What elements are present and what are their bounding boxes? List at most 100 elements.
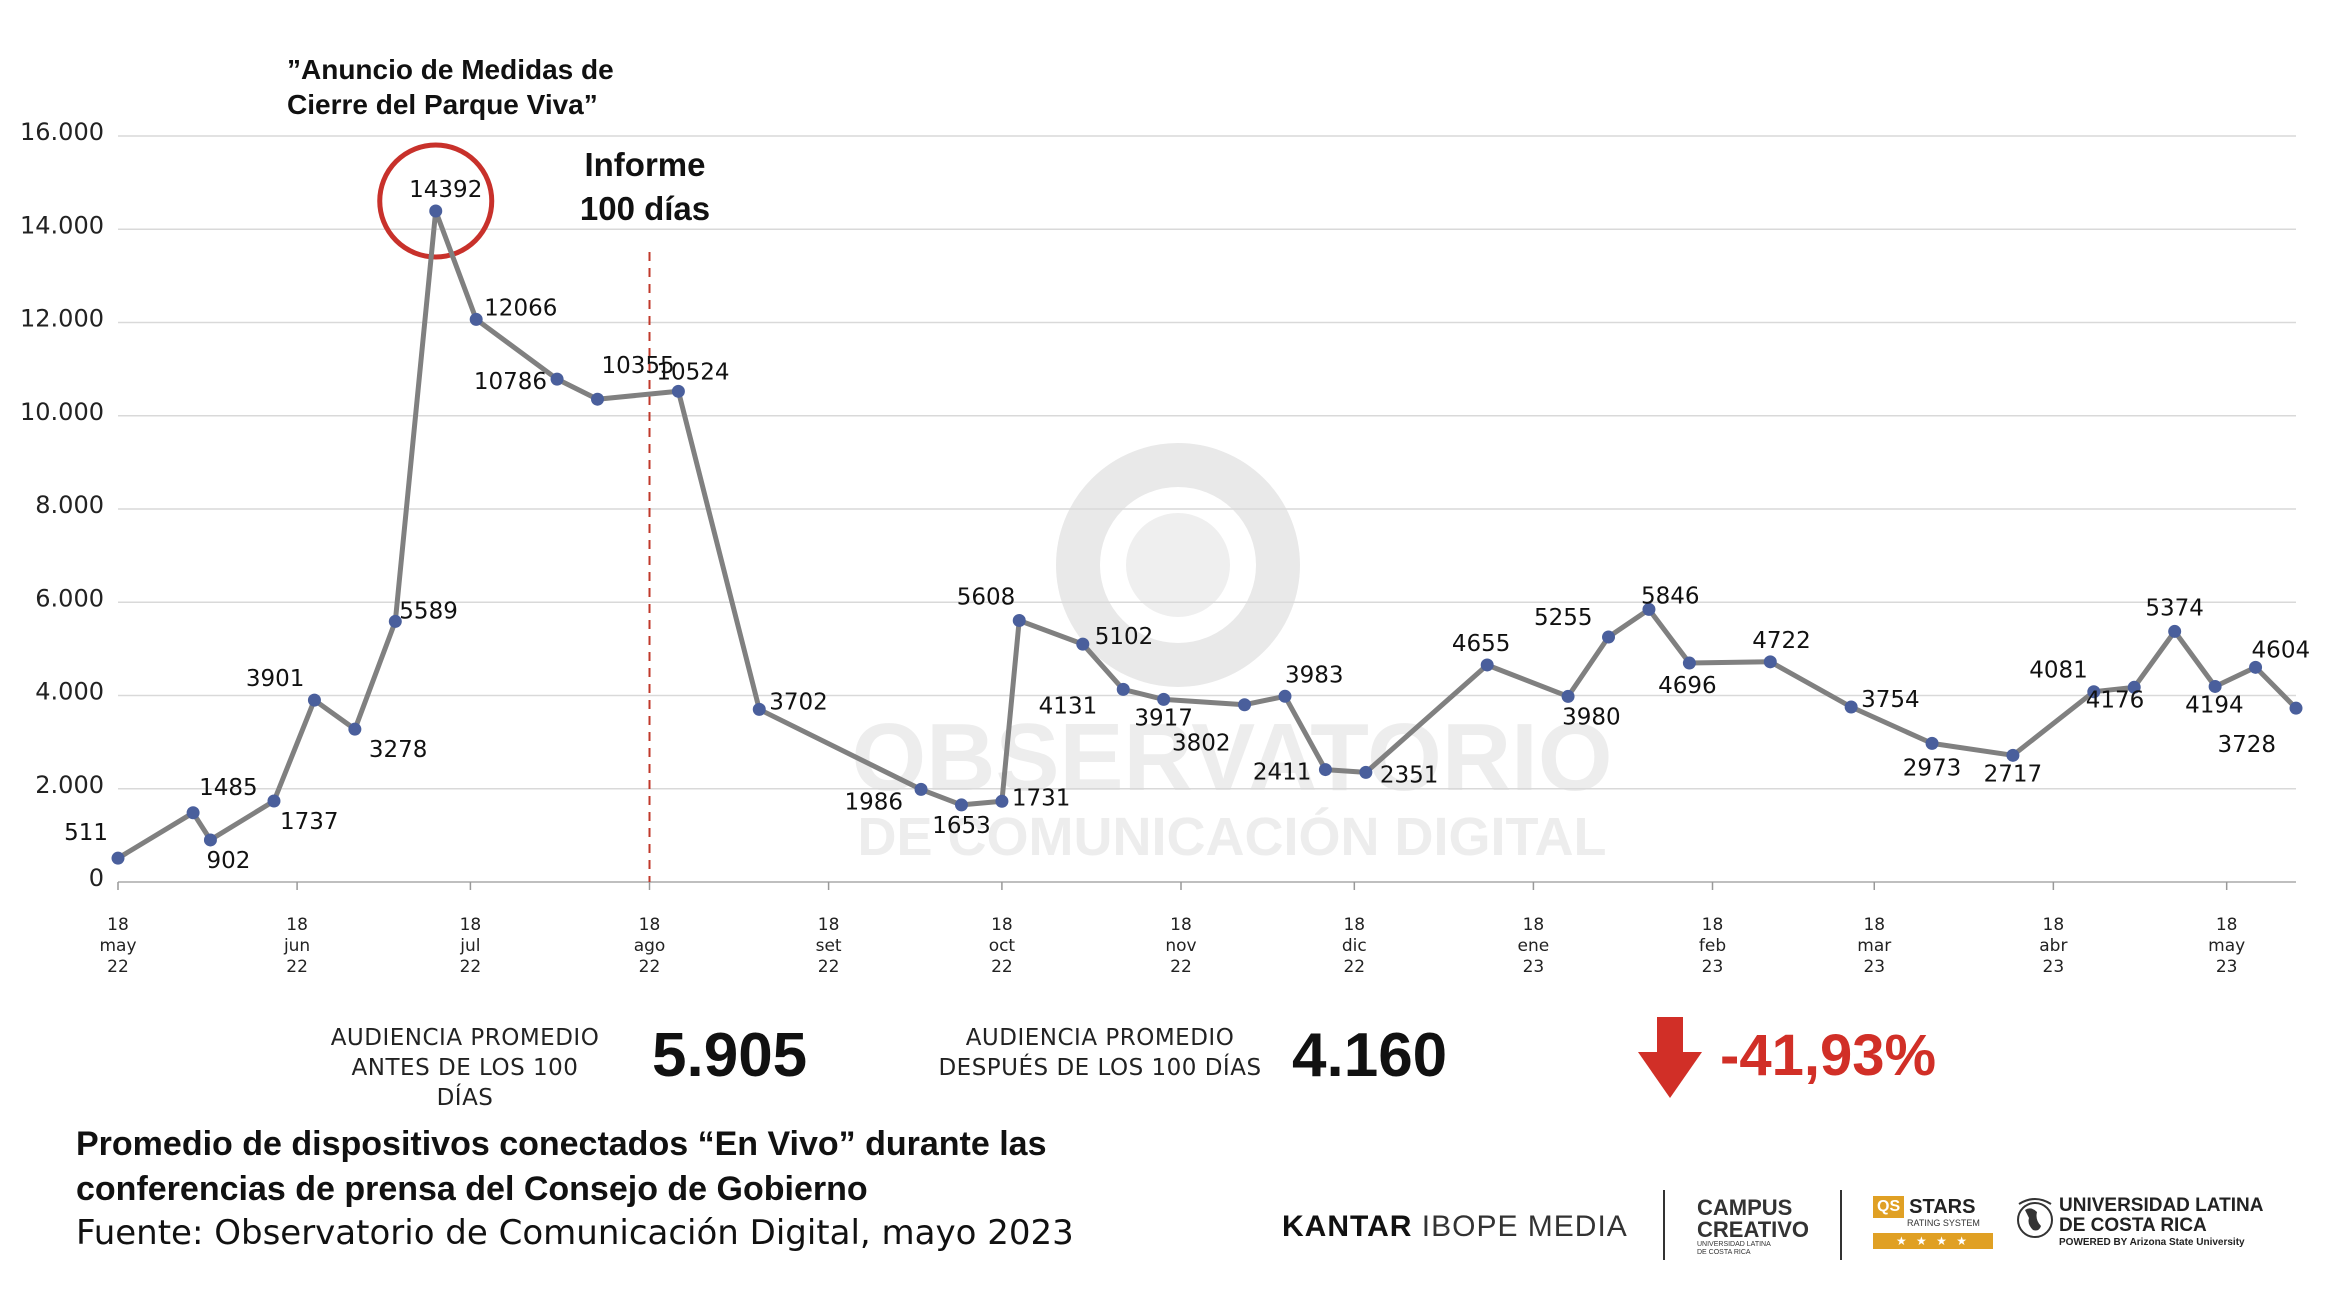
kantar-logo-bold: KANTAR [1282,1210,1413,1243]
campus-logo-line1: CAMPUS [1697,1195,1793,1220]
data-point [111,851,125,865]
x-tick-label: nov [1165,936,1196,956]
x-tick-label: 22 [1343,957,1365,977]
after-label: AUDIENCIA PROMEDIO DESPUÉS DE LOS 100 DÍ… [930,1023,1270,1083]
y-tick-label: 4.000 [35,678,104,706]
data-point [388,614,402,628]
x-tick-label: jul [459,936,480,956]
data-point [1359,765,1373,779]
before-label-line1: AUDIENCIA PROMEDIO [330,1025,600,1051]
campus-creativo-logo: CAMPUS CREATIVO UNIVERSIDAD LATINA DE CO… [1697,1197,1817,1257]
x-tick-label: 18 [1343,915,1365,935]
data-point [1642,602,1656,616]
data-label: 1731 [1012,785,1071,811]
data-label: 10786 [474,369,547,395]
data-label: 5255 [1534,605,1593,631]
x-tick-label: jun [283,936,310,956]
x-tick-label: 18 [2043,915,2065,935]
peak-annotation-line1: ”Anuncio de Medidas de [287,54,614,85]
data-label: 3278 [369,737,428,763]
watermark-line1: OBSERVATORIO [851,704,1612,811]
y-tick-label: 14.000 [20,211,104,239]
kantar-logo-light: IBOPE MEDIA [1412,1210,1628,1243]
campus-logo-sub2: DE COSTA RICA [1697,1249,1751,1256]
x-tick-label: 18 [818,915,840,935]
data-point [2006,748,2020,762]
data-label: 10355 [602,353,675,379]
data-point [307,693,321,707]
x-tick-label: 22 [991,957,1013,977]
x-tick-label: 18 [107,915,129,935]
y-tick-label: 16.000 [20,118,104,146]
ulatina-logo-line2: DE COSTA RICA [2059,1215,2207,1236]
data-point [469,312,483,326]
x-tick-label: 23 [1523,957,1545,977]
x-tick-label: ene [1518,936,1550,956]
data-point [186,806,200,820]
y-tick-label: 10.000 [20,398,104,426]
x-tick-label: 22 [107,957,129,977]
divider-1 [1663,1190,1665,1260]
data-point [995,794,1009,808]
data-point [2087,685,2101,699]
grid-layer [118,135,2296,883]
data-point [348,722,362,736]
data-label: 5102 [1095,624,1154,650]
data-label: 5846 [1641,583,1700,609]
x-tick-label: 18 [286,915,308,935]
after-value: 4.160 [1292,1021,1448,1090]
marker-label-line2: 100 días [580,190,710,227]
globe-icon [2017,1198,2053,1238]
x-tick-label: ago [634,936,666,956]
x-tick-label: 18 [991,915,1013,935]
data-label: 902 [206,848,250,874]
x-tick-label: 23 [2043,957,2065,977]
x-tick-label: 18 [1702,915,1724,935]
data-label: 3983 [1285,662,1344,688]
x-tick-label: 22 [818,957,840,977]
y-tick-label: 0 [89,864,104,892]
data-label-layer: 511 1485 902 1737 3901 3278 5589 14392 12066 1078… [64,177,2310,874]
x-tick-label: 18 [1523,915,1545,935]
x-tick-label: feb [1699,936,1726,956]
qs-rating-stars: ★ ★ ★ ★ [1873,1233,1993,1249]
data-label: 4604 [2252,637,2311,663]
x-tick-label: 18 [460,915,482,935]
data-label: 12066 [484,295,557,321]
data-point [1318,763,1332,777]
data-point [550,372,564,386]
after-label-line2: DESPUÉS DE LOS 100 DÍAS [938,1055,1262,1081]
x-tick-label: 22 [286,957,308,977]
data-label: 1653 [932,813,991,839]
series-layer [111,204,2303,865]
x-tick-label: dic [1342,936,1367,956]
data-point [2208,679,2222,693]
data-point [1480,658,1494,672]
data-label: 10524 [656,359,729,385]
before-label: AUDIENCIA PROMEDIO ANTES DE LOS 100 DÍAS [330,1023,600,1113]
qs-stars-text: STARS [1909,1196,1976,1218]
data-label: 4696 [1658,673,1717,699]
data-label: 2411 [1253,760,1312,786]
footer-source: Fuente: Observatorio de Comunicación Dig… [76,1213,1074,1253]
x-axis: 18may2218jun2218jul2218ago2218set2218oct… [99,882,2245,977]
x-tick-label: 23 [1702,957,1724,977]
data-label: 1986 [844,789,903,815]
x-tick-label: may [99,936,136,956]
peak-annotation-line2: Cierre del Parque Viva” [287,89,598,120]
data-point [2289,701,2303,715]
y-tick-label: 6.000 [35,584,104,612]
data-point [1561,689,1575,703]
y-tick-label: 2.000 [35,771,104,799]
data-label: 4081 [2029,658,2088,684]
before-label-line2: ANTES DE LOS 100 DÍAS [351,1055,579,1111]
data-point [1925,736,1939,750]
x-tick-label: 22 [460,957,482,977]
x-tick-label: 23 [2216,957,2238,977]
watermark-pupil-icon [1126,513,1230,617]
x-tick-label: 22 [639,957,661,977]
x-tick-label: 18 [1170,915,1192,935]
data-label: 3728 [2217,732,2276,758]
data-point [429,204,443,218]
before-value: 5.905 [652,1021,808,1090]
